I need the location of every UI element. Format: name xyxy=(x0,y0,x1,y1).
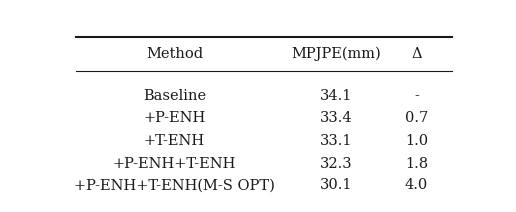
Text: +P-ENH: +P-ENH xyxy=(143,112,205,126)
Text: 33.1: 33.1 xyxy=(320,134,352,148)
Text: 32.3: 32.3 xyxy=(320,157,353,171)
Text: 4.0: 4.0 xyxy=(405,179,428,192)
Text: +P-ENH+T-ENH(M-S OPT): +P-ENH+T-ENH(M-S OPT) xyxy=(74,179,275,192)
Text: 1.0: 1.0 xyxy=(405,134,428,148)
Text: +T-ENH: +T-ENH xyxy=(144,134,205,148)
Text: Δ: Δ xyxy=(411,47,422,61)
Text: 30.1: 30.1 xyxy=(320,179,352,192)
Text: 1.8: 1.8 xyxy=(405,157,428,171)
Text: -: - xyxy=(414,89,419,103)
Text: Method: Method xyxy=(146,47,203,61)
Text: +P-ENH+T-ENH: +P-ENH+T-ENH xyxy=(113,157,236,171)
Text: 33.4: 33.4 xyxy=(320,112,353,126)
Text: Baseline: Baseline xyxy=(143,89,206,103)
Text: MPJPE(mm): MPJPE(mm) xyxy=(292,47,381,61)
Text: 0.7: 0.7 xyxy=(405,112,428,126)
Text: 34.1: 34.1 xyxy=(320,89,352,103)
